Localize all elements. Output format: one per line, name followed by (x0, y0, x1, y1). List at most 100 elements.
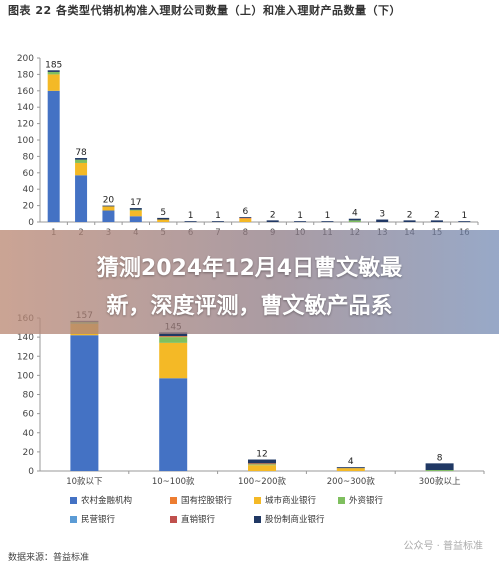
chart1-y-tick-label: 180 (17, 70, 34, 80)
chart2-bar-segment (159, 336, 188, 338)
chart1-bar-segment (129, 210, 142, 217)
chart2-y-tick-label: 60 (23, 410, 35, 420)
legend-swatch (170, 497, 177, 504)
legend-item: 直销银行 (170, 513, 215, 525)
watermark: 公众号 · 普益标准 (403, 541, 483, 552)
legend-label: 农村金融机构 (81, 496, 133, 506)
chart1-data-label: 1 (215, 211, 221, 221)
chart1-bar-segment (266, 220, 279, 222)
chart1-y-tick-label: 120 (17, 120, 34, 130)
legend-item: 国有控股银行 (170, 494, 232, 506)
chart1-bar-segment (321, 221, 334, 222)
chart1-bar-segment (239, 218, 252, 222)
chart2-bar-segment (248, 459, 276, 464)
banner-line-2: 新，深度评测，曹文敏产品系 (106, 294, 393, 319)
chart2-bar-segment (159, 332, 188, 337)
chart1-data-label: 20 (103, 196, 115, 206)
legend-swatch (170, 516, 177, 523)
chart2-y-tick-label: 40 (23, 429, 35, 439)
chart1-bar-segment (75, 159, 88, 163)
figure-title: 图表 22 各类型代销机构准入理财公司数量（上）和准入理财产品数量（下） (8, 4, 401, 17)
chart1-bar-segment (47, 71, 60, 75)
chart1-bar-segment (376, 219, 389, 222)
chart1-bar-segment (129, 216, 142, 222)
chart1-y-tick-label: 140 (17, 103, 34, 113)
chart1-bar-segment (47, 74, 60, 91)
chart1-bar-segment (458, 221, 471, 222)
chart1-data-label: 2 (270, 210, 276, 220)
chart2-x-tick-label: 200~300款 (327, 476, 376, 487)
chart1-y-tick-label: 40 (23, 185, 35, 195)
chart1-bar-segment (348, 220, 361, 222)
chart2-bar-segment (159, 342, 188, 379)
chart1-bar-segment (75, 158, 88, 160)
chart1-bar-segment (211, 221, 224, 222)
chart1-bar-segment (102, 210, 115, 222)
legend-label: 外资银行 (349, 496, 384, 506)
source-note: 数据来源：普益标准 (8, 553, 90, 563)
chart2-x-tick-label: 10~100款 (152, 476, 195, 487)
chart1-bar-segment (239, 217, 252, 218)
legend-item: 民营银行 (70, 513, 115, 525)
chart1-data-label: 4 (352, 209, 358, 219)
chart2-y-tick-label: 140 (17, 333, 34, 343)
legend-swatch (70, 497, 77, 504)
legend-item: 农村金融机构 (70, 494, 132, 506)
chart1-bar-segment (102, 205, 115, 207)
chart2-bar-segment (425, 470, 454, 471)
chart2-bar-segment (336, 467, 365, 469)
chart2-bar-segment (70, 335, 99, 471)
banner-line-1: 猜测2024年12月4日曹文敏最 (96, 256, 403, 281)
chart1-bar-segment (75, 175, 88, 222)
legend-swatch (254, 516, 261, 523)
overlay-banner: 猜测2024年12月4日曹文敏最 新，深度评测，曹文敏产品系 (0, 230, 499, 334)
chart2-bar-segment (248, 463, 276, 465)
legend-swatch (70, 516, 77, 523)
legend-label: 国有控股银行 (181, 496, 233, 506)
chart1-bar-segment (294, 221, 307, 222)
legend-item: 城市商业银行 (254, 494, 316, 506)
chart2-bar-segment (159, 337, 188, 343)
chart2-bar-segment (425, 463, 454, 471)
chart1-data-label: 1 (188, 211, 194, 221)
chart1-y-tick-label: 0 (28, 218, 34, 228)
chart1-y-tick-label: 160 (17, 87, 34, 97)
chart2-bar-segment (248, 464, 276, 466)
chart1-y-tick-label: 100 (17, 136, 34, 146)
chart1-data-label: 78 (75, 148, 87, 158)
chart2-bar-segment (159, 378, 188, 471)
chart1-data-label: 2 (434, 210, 440, 220)
chart2-data-label: 4 (348, 457, 354, 467)
chart1-data-label: 17 (130, 198, 141, 208)
chart2-bar-segment (248, 465, 276, 471)
chart1-bar-segment (157, 219, 170, 222)
chart1-data-label: 3 (379, 210, 385, 220)
legend-item: 外资银行 (338, 494, 383, 506)
chart1-data-label: 1 (461, 211, 467, 221)
chart1-y-tick-label: 80 (23, 152, 35, 162)
chart2-y-tick-label: 20 (23, 448, 35, 458)
chart1-bar-segment (184, 221, 197, 222)
chart1-bar-segment (102, 206, 115, 211)
chart1-y-tick-label: 60 (23, 169, 35, 179)
legend-swatch (338, 497, 345, 504)
chart1-bar-segment (129, 208, 142, 210)
legend-label: 城市商业银行 (265, 496, 317, 506)
chart1-data-label: 2 (407, 210, 413, 220)
chart1-data-label: 5 (160, 208, 166, 218)
chart1-data-label: 185 (45, 60, 62, 70)
chart2-x-tick-label: 300款以上 (419, 476, 461, 487)
chart1-bar-segment (239, 217, 252, 219)
chart2-y-tick-label: 80 (23, 391, 35, 401)
chart2-y-tick-label: 100 (17, 371, 34, 381)
chart2-data-label: 8 (437, 453, 443, 463)
chart1-bar-segment (129, 209, 142, 211)
legend-label: 民营银行 (81, 515, 116, 525)
chart1-data-label: 6 (242, 207, 248, 217)
chart1-bar-segment (47, 90, 60, 222)
chart1-bar-segment (157, 217, 170, 220)
chart2-data-label: 12 (256, 450, 267, 460)
chart1-y-tick-label: 200 (17, 54, 34, 64)
chart2-x-tick-label: 100~200款 (238, 476, 287, 487)
chart1-bar-segment (403, 220, 416, 222)
